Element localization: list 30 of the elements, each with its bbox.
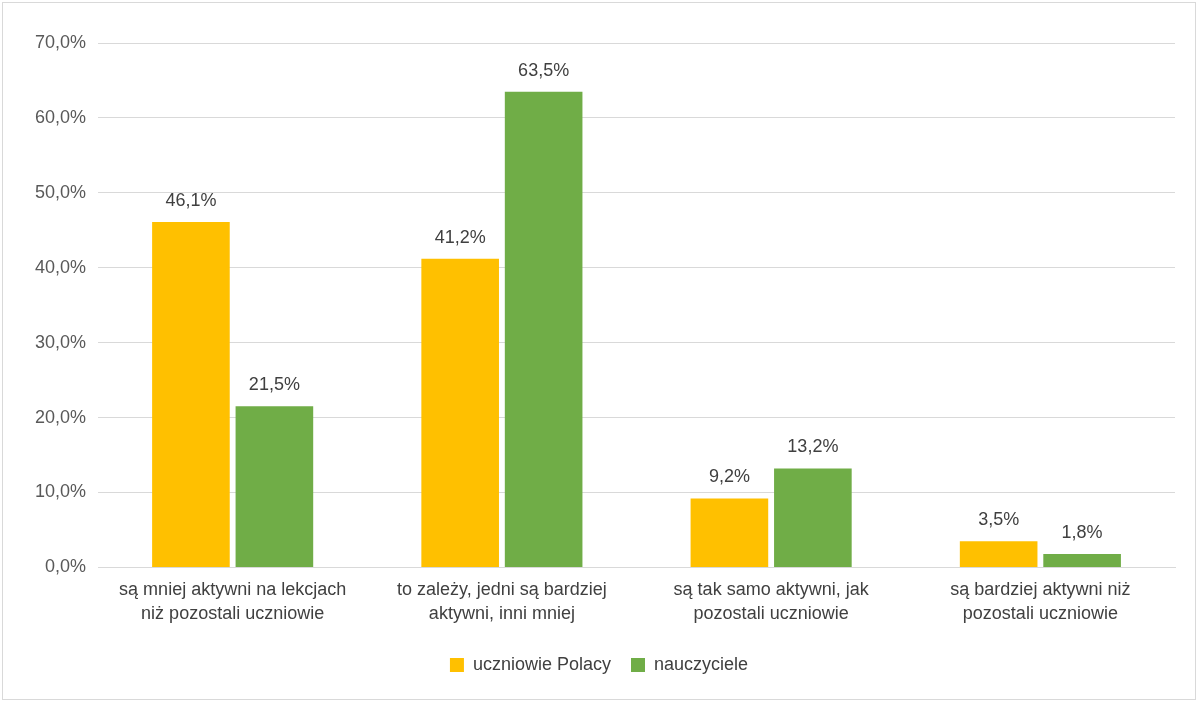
y-tick-label: 60,0% — [34, 106, 87, 127]
x-tick-label: to zależy, jedni są bardziej aktywni, inni mniej — [397, 578, 607, 623]
bar — [235, 406, 314, 567]
y-tick-label: 20,0% — [34, 406, 87, 427]
x-tick-label: są bardziej aktywni niż pozostali uczniowie — [950, 578, 1131, 623]
x-tick-label: są tak samo aktywni, jak pozostali uczniowie — [673, 578, 870, 623]
bar — [421, 258, 499, 567]
data-label: 63,5% — [518, 59, 570, 80]
bar — [1043, 553, 1121, 567]
data-label: 21,5% — [248, 374, 300, 395]
y-tick-label: 50,0% — [34, 181, 87, 202]
y-tick-label: 70,0% — [34, 31, 87, 52]
data-label: 9,2% — [708, 466, 750, 487]
data-label: 41,2% — [434, 226, 486, 247]
data-label: 46,1% — [165, 190, 217, 211]
bar — [690, 498, 769, 567]
data-label: 13,2% — [787, 436, 839, 457]
y-tick-label: 0,0% — [45, 556, 87, 577]
legend-label: uczniowie Polacy — [472, 653, 612, 674]
x-tick-label: są mniej aktywni na lekcjach niż pozostali uczniowie — [119, 578, 347, 623]
data-label: 1,8% — [1061, 521, 1103, 542]
bar — [504, 91, 583, 567]
data-label: 3,5% — [978, 509, 1020, 530]
legend-label: nauczyciele — [654, 653, 749, 674]
y-tick-label: 10,0% — [34, 481, 87, 502]
y-tick-label: 40,0% — [34, 256, 87, 277]
bar — [959, 541, 1038, 567]
bar — [152, 222, 230, 567]
y-tick-label: 30,0% — [34, 331, 87, 352]
bar — [774, 468, 852, 567]
